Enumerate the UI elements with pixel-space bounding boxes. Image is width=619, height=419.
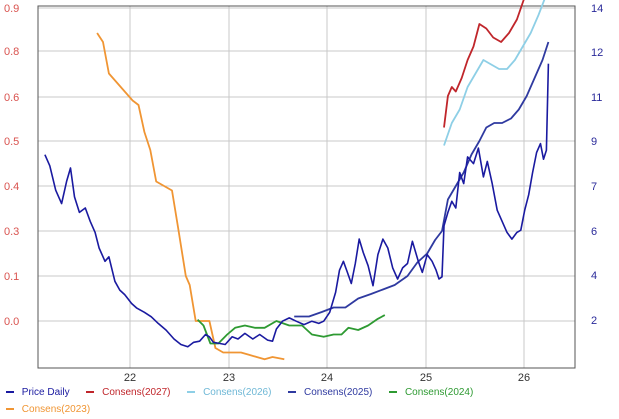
legend-swatch [389,391,398,394]
series-line-c2024 [196,314,386,345]
x-tick: 22 [124,372,136,384]
y-right-tick: 7 [591,181,597,193]
legend-item-consens-2025[interactable]: Consens(2025) [288,384,372,401]
y-right-tick: 11 [591,92,602,104]
y-left-tick: 0.9 [4,3,19,15]
legend-swatch [6,408,14,411]
series-line-c2027 [443,0,525,128]
legend-item-consens-2024[interactable]: Consens(2024) [389,384,473,401]
legend-label: Consens(2025) [304,387,373,398]
y-left-tick: 0.3 [4,226,19,238]
x-tick: 23 [223,372,235,384]
y-left-tick: 0.1 [4,271,19,283]
y-right-tick: 14 [591,3,603,15]
legend-swatch [86,391,95,394]
legend-swatch [6,391,14,394]
x-tick: 24 [321,372,333,384]
y-right-tick: 12 [591,47,603,59]
series-line-price [44,63,550,348]
x-tick: 25 [420,372,432,384]
legend-label: Price Daily [21,387,70,398]
series-line-c2026 [443,0,546,146]
grid [38,6,575,368]
legend-label: Consens(2027) [102,387,171,398]
y-left-tick: 0.6 [4,92,19,104]
series-group [44,0,550,361]
legend-item-consens-2026[interactable]: Consens(2026) [187,384,271,401]
y-right-tick: 4 [591,270,597,282]
y-left-tick: 0.5 [4,136,19,148]
series-line-c2023 [96,32,285,361]
legend-label: Consens(2026) [203,387,272,398]
legend-swatch [187,391,196,394]
y-left-tick: 0.4 [4,181,19,193]
legend-item-consens-2027[interactable]: Consens(2027) [86,384,171,401]
legend-item-price-daily[interactable]: Price Daily [6,384,70,401]
y-right-tick: 6 [591,226,597,238]
y-left-tick: 0.0 [4,316,19,328]
y-left-tick: 0.8 [4,46,19,58]
series-line-c2025 [294,41,550,318]
tick-labels: 0.9 0.8 0.6 0.5 0.4 0.3 0.1 0.0 14 12 11… [4,3,603,384]
y-right-tick: 9 [591,136,597,148]
legend-label: Consens(2023) [21,404,91,415]
y-right-tick: 2 [591,315,597,327]
legend-swatch [288,391,297,394]
legend: Price Daily Consens(2027) Consens(2026) … [6,384,606,418]
legend-item-consens-2023[interactable]: Consens(2023) [6,401,90,418]
plot-frame [37,5,576,369]
legend-label: Consens(2024) [404,387,474,398]
x-tick: 26 [518,372,530,384]
